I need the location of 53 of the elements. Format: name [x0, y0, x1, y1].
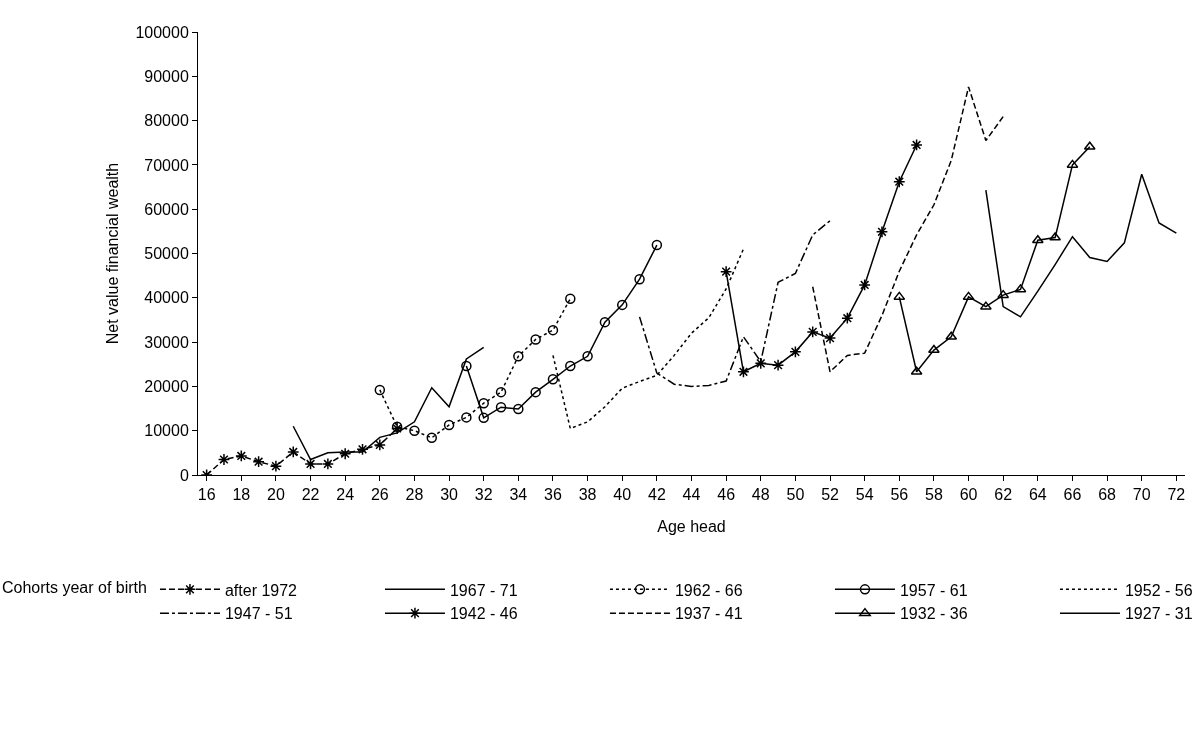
legend-label: 1952 - 56: [1124, 581, 1193, 599]
x-tick-label: 50: [786, 486, 805, 504]
y-tick-label: 20000: [144, 378, 189, 395]
y-tick-label: 90000: [144, 67, 189, 85]
x-tick-label: 62: [994, 486, 1013, 504]
x-tick-label: 42: [647, 486, 666, 504]
x-tick-label: 66: [1063, 486, 1082, 504]
x-tick-label: 72: [1167, 486, 1186, 504]
x-tick-label: 32: [474, 486, 493, 504]
legend-label: 1967 - 71: [449, 581, 518, 599]
x-tick-label: 44: [682, 486, 701, 504]
x-tick-label: 18: [232, 486, 251, 504]
legend-label: 1927 - 31: [1124, 605, 1193, 623]
y-tick-label: 40000: [144, 289, 189, 307]
legend-label: after 1972: [224, 581, 298, 599]
x-tick-label: 64: [1028, 486, 1047, 504]
x-tick-label: 56: [890, 486, 909, 504]
y-axis-title: Net value financial wealth: [104, 162, 122, 345]
x-tick-label: 54: [855, 486, 874, 504]
x-axis-title: Age head: [657, 517, 726, 535]
x-tick-label: 68: [1098, 486, 1117, 504]
x-tick-label: 38: [578, 486, 597, 504]
legend-label: 1947 - 51: [224, 605, 293, 623]
x-tick-label: 52: [821, 486, 840, 504]
y-tick-label: 60000: [144, 200, 189, 218]
x-tick-label: 46: [717, 486, 736, 504]
x-tick-label: 36: [544, 486, 562, 504]
y-tick-label: 10000: [144, 422, 189, 440]
y-tick-label: 80000: [144, 112, 189, 130]
y-tick-label: 50000: [144, 245, 189, 263]
y-tick-label: 70000: [144, 156, 189, 174]
x-tick-label: 30: [440, 486, 459, 504]
legend-label: 1937 - 41: [674, 605, 743, 623]
x-tick-label: 28: [405, 486, 424, 504]
x-tick-label: 60: [959, 486, 978, 504]
y-tick-label: 100000: [135, 23, 189, 41]
x-tick-label: 58: [925, 486, 943, 504]
x-tick-label: 40: [613, 486, 632, 504]
x-tick-label: 26: [370, 486, 389, 504]
x-tick-label: 20: [267, 486, 285, 504]
legend-title: Cohorts year of birth: [2, 579, 147, 597]
x-tick-label: 22: [301, 486, 320, 504]
x-tick-label: 24: [336, 486, 355, 504]
x-tick-label: 70: [1132, 486, 1151, 504]
x-tick-label: 16: [197, 486, 216, 504]
x-tick-label: 34: [509, 486, 528, 504]
y-tick-label: 30000: [144, 333, 189, 351]
legend-label: 1957 - 61: [899, 581, 968, 599]
legend-label: 1962 - 66: [674, 581, 743, 599]
legend-label: 1942 - 46: [449, 605, 518, 623]
legend-label: 1932 - 36: [899, 605, 968, 623]
x-tick-label: 48: [751, 486, 770, 504]
y-tick-label: 0: [179, 466, 189, 484]
